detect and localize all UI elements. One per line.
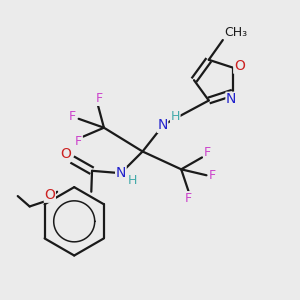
Text: F: F (209, 169, 216, 182)
Text: O: O (60, 147, 71, 161)
Text: F: F (75, 135, 82, 148)
Text: H: H (171, 110, 180, 123)
Text: O: O (44, 188, 55, 202)
Text: O: O (234, 59, 245, 73)
Text: N: N (116, 166, 126, 180)
Text: F: F (96, 92, 103, 105)
Text: N: N (157, 118, 168, 132)
Text: F: F (185, 192, 192, 205)
Text: N: N (226, 92, 236, 106)
Text: CH₃: CH₃ (224, 26, 248, 38)
Text: F: F (204, 146, 211, 159)
Text: H: H (128, 174, 137, 187)
Text: F: F (69, 110, 76, 123)
